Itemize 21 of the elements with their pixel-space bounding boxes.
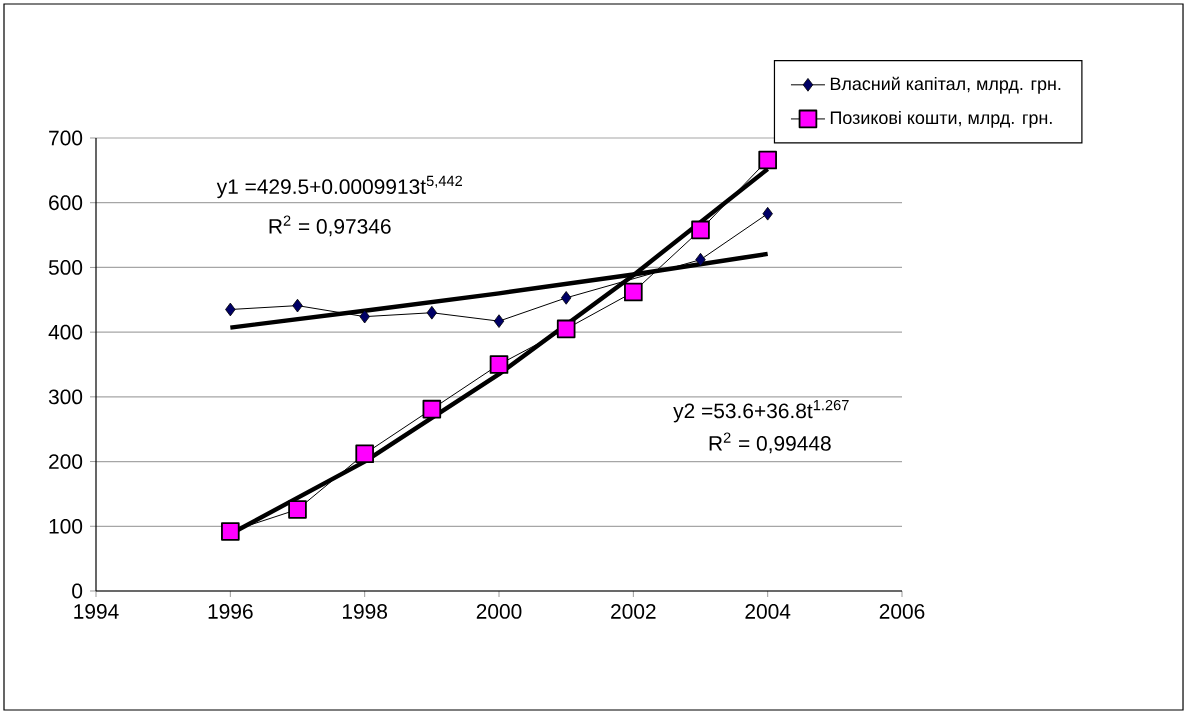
x-tick-label: 2004 xyxy=(745,604,791,619)
y-tick-label: 400 xyxy=(48,324,83,340)
y-tick-label: 300 xyxy=(48,389,83,405)
annotation: y2 =53.6+36.8t$^{1.267}$ xyxy=(673,399,849,423)
annotation: y1 =429.5+0.0009913t$^{5,442}$ xyxy=(216,175,462,199)
legend-label: Позикові кошти, млрд. грн. xyxy=(830,110,1052,128)
y-tick-label: 100 xyxy=(49,518,83,534)
legend-label: Власний капітал, млрд. грн. xyxy=(830,76,1061,94)
x-tick-label: 1998 xyxy=(342,604,388,619)
y-tick-label: 600 xyxy=(49,195,83,211)
x-tick-label: 2000 xyxy=(476,604,522,619)
x-tick-label: 1994 xyxy=(74,604,119,619)
y-tick-label: 700 xyxy=(49,130,83,146)
annotation: R$^{2}$ = 0,99448 xyxy=(709,432,831,454)
x-tick-label: 1996 xyxy=(208,604,253,619)
y-tick-label: 0 xyxy=(72,583,83,599)
annotation: R$^{2}$ = 0,97346 xyxy=(269,215,391,237)
x-tick-label: 2002 xyxy=(611,604,656,619)
y-tick-label: 500 xyxy=(48,260,83,275)
x-tick-label: 2006 xyxy=(879,604,925,619)
y-tick-label: 200 xyxy=(49,454,83,469)
